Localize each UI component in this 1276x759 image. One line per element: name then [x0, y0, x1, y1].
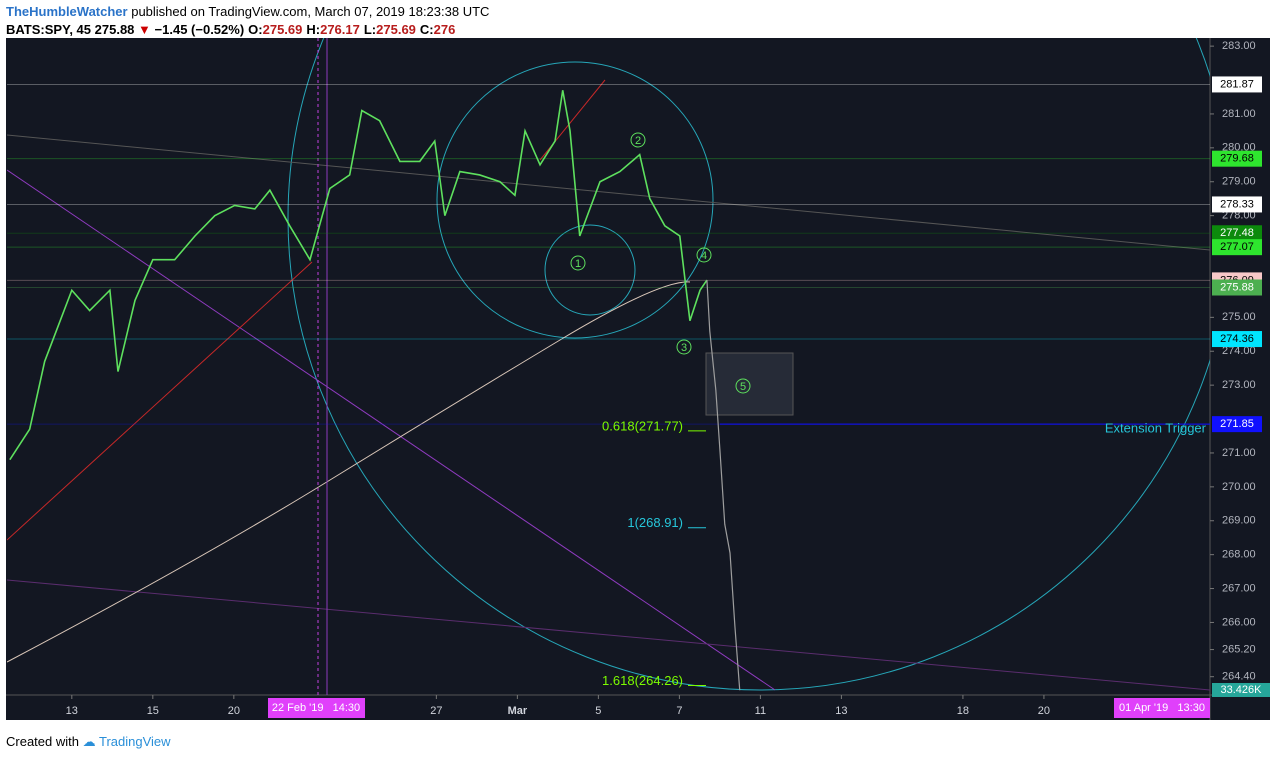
price-tag — [1212, 196, 1262, 213]
ohlc-key: L: — [363, 22, 377, 37]
price-tag-label: 275.88 — [1220, 281, 1254, 293]
purple-line — [7, 579, 1210, 691]
y-tick-label: 281.00 — [1222, 108, 1256, 120]
y-tick-label: 265.20 — [1222, 643, 1256, 655]
x-tick-label: 13 — [835, 705, 847, 717]
x-tick-label: 20 — [228, 705, 240, 717]
y-tick-label: 268.00 — [1222, 549, 1256, 561]
y-tick-label: 275.00 — [1222, 311, 1256, 323]
extension-label: Extension Trigger — [1105, 420, 1207, 435]
wave-label: 3 — [681, 342, 687, 354]
price-line-series — [9, 90, 708, 461]
purple-line — [7, 169, 776, 691]
drawings — [7, 38, 1210, 695]
chart: 22 Feb '19 14:30 01 Apr '19 13:30 33.426… — [6, 38, 1270, 720]
change: −1.45 (−0.52%) — [154, 22, 245, 37]
y-tick-label: 283.00 — [1222, 40, 1256, 52]
moving-average — [7, 281, 691, 663]
wave-circle — [570, 255, 586, 271]
volume-tag-label: 33.426K — [1221, 684, 1263, 696]
wave-circle — [696, 247, 712, 263]
header-line: TheHumbleWatcher published on TradingVie… — [6, 4, 489, 19]
ohlc-value: 275.69 — [376, 22, 416, 37]
ohlc: O:275.69 H:276.17 L:275.69 C:276 — [244, 22, 455, 37]
wave-circle — [630, 132, 646, 148]
y-tick-label: 278.00 — [1222, 210, 1256, 222]
y-tick-label: 269.00 — [1222, 515, 1256, 527]
down-arrow: ▼ — [138, 22, 151, 37]
x-tick-label: 13 — [66, 705, 78, 717]
y-tick-label: 271.00 — [1222, 447, 1256, 459]
y-tick-label: 266.00 — [1222, 616, 1256, 628]
created: Created with — [6, 734, 79, 749]
price-tag — [1212, 416, 1262, 433]
time-tag-label: 01 Apr '19 13:30 — [1119, 702, 1205, 714]
x-tick-label: Mar — [508, 705, 528, 717]
price-line-series — [706, 280, 741, 691]
symbol-line: BATS:SPY, 45 275.88 ▼ −1.45 (−0.52%) O:27… — [6, 22, 455, 37]
mid-circle — [436, 61, 714, 339]
symbol: BATS:SPY, 45 — [6, 22, 92, 37]
price-tag-label: 277.07 — [1220, 241, 1254, 253]
price-tag — [1212, 225, 1262, 242]
x-tick-label: 15 — [147, 705, 159, 717]
footer: Created with ☁ TradingView — [6, 734, 171, 750]
fib-label: 1.618(264.26) — [602, 673, 683, 688]
time-tag-label: 22 Feb '19 14:30 — [272, 702, 360, 714]
fib-label: 1(268.91) — [627, 515, 683, 530]
time-tag — [268, 698, 365, 718]
price-tag-label: 281.87 — [1220, 78, 1254, 90]
x-tick-label: 18 — [957, 705, 969, 717]
wave-label: 4 — [701, 250, 707, 262]
last: 275.88 — [94, 22, 135, 37]
wave-label: 2 — [635, 135, 641, 147]
y-tick-label: 279.00 — [1222, 176, 1256, 188]
y-tick-label: 264.40 — [1222, 671, 1256, 683]
ohlc-value: 275.69 — [262, 22, 303, 37]
big-circle — [287, 38, 1210, 691]
price-tag — [1212, 331, 1262, 348]
price-tag-label: 271.85 — [1220, 418, 1254, 430]
time-tag — [1114, 698, 1210, 718]
ohlc-key: O: — [248, 22, 263, 37]
price-tag — [1212, 76, 1262, 93]
x-tick-label: 5 — [595, 705, 601, 717]
x-tick-label: 7 — [676, 705, 682, 717]
ohlc-key: C: — [419, 22, 434, 37]
wave-circle — [735, 378, 751, 394]
ohlc-value: 276.17 — [320, 22, 360, 37]
ohlc-value: 276 — [433, 22, 456, 37]
y-tick-label: 273.00 — [1222, 379, 1256, 391]
fib-label: 0.618(271.77) — [602, 418, 683, 433]
wave-label: 1 — [575, 258, 581, 270]
price-tag-label: 274.36 — [1220, 333, 1254, 345]
y-tick-label: 267.00 — [1222, 582, 1256, 594]
published: published on TradingView.com, March 07, … — [131, 4, 490, 19]
chart-background — [6, 38, 1270, 720]
price-tag-label: 279.68 — [1220, 153, 1254, 165]
ohlc-key: H: — [306, 22, 321, 37]
brand: ☁ TradingView — [82, 734, 171, 749]
author: TheHumbleWatcher — [6, 4, 128, 19]
price-tag — [1212, 239, 1262, 256]
price-tag — [1212, 279, 1262, 296]
price-tag-label: 278.33 — [1220, 198, 1254, 210]
brand-name: TradingView — [99, 734, 171, 749]
y-tick-label: 270.00 — [1222, 481, 1256, 493]
x-tick-label: 20 — [1038, 705, 1050, 717]
volume-tag — [1212, 683, 1270, 697]
price-tag-label: 277.48 — [1220, 227, 1254, 239]
red-line — [7, 261, 313, 541]
x-tick-label: 11 — [755, 705, 766, 717]
x-tick-label: 27 — [430, 705, 442, 717]
plot — [7, 83, 1210, 691]
wave-label: 5 — [740, 381, 746, 393]
small-circle — [544, 224, 636, 316]
y-tick-label: 274.00 — [1222, 345, 1256, 357]
wave-circle — [676, 339, 692, 355]
trend-line — [7, 134, 1210, 251]
price-tag — [1212, 150, 1262, 167]
